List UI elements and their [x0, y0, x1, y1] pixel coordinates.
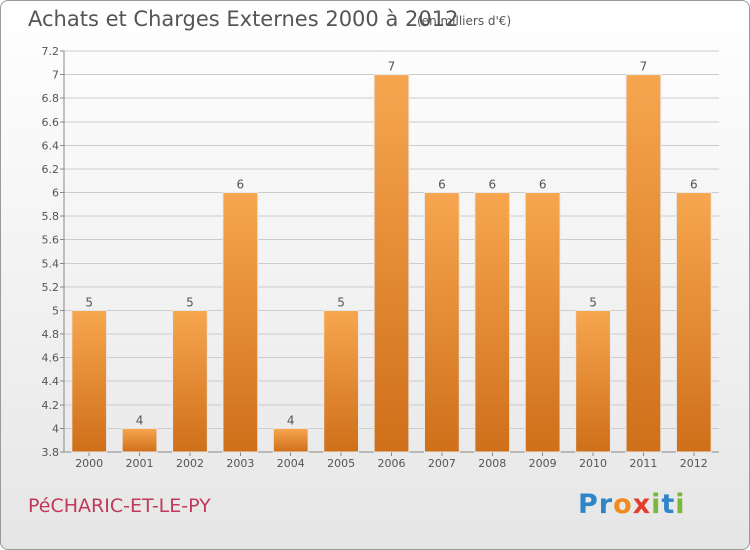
bar [474, 192, 511, 453]
bar [71, 309, 108, 453]
bar-layer [71, 74, 712, 453]
logo-letter: x [632, 489, 652, 520]
bar [675, 192, 712, 453]
x-tick-label: 2007 [428, 457, 456, 470]
y-tick-label: 6.6 [42, 116, 60, 129]
logo-letter: i [675, 489, 686, 520]
bar [424, 192, 460, 453]
bar-value-label: 5 [85, 295, 93, 309]
y-tick-label: 4 [52, 422, 59, 435]
y-tick-label: 5.4 [42, 257, 60, 270]
bar [172, 309, 208, 453]
commune-name: PéCHARIC-ET-LE-PY [28, 495, 211, 517]
bar-value-label: 6 [690, 178, 698, 192]
bar-value-label: 6 [539, 178, 547, 192]
bar-value-label: 7 [388, 60, 396, 74]
y-tick-label: 6.4 [42, 139, 60, 152]
x-tick-label: 2012 [680, 457, 708, 470]
chart-title: Achats et Charges Externes 2000 à 2012 [28, 7, 459, 31]
proxiti-logo[interactable]: Proxiti [578, 489, 686, 520]
y-tick-label: 5.6 [42, 234, 60, 247]
x-tick-label: 2011 [629, 457, 657, 470]
x-tick-label: 2010 [579, 457, 607, 470]
x-tick-label: 2009 [529, 457, 557, 470]
bar-value-label: 5 [186, 295, 194, 309]
bar-value-label: 6 [438, 178, 446, 192]
bar-value-label: 4 [287, 413, 295, 427]
logo-letter: t [661, 489, 676, 520]
bar [222, 192, 259, 453]
y-tick-label: 5.2 [42, 281, 60, 294]
bar [373, 74, 410, 453]
bar [272, 427, 309, 453]
y-tick-label: 6.2 [42, 163, 60, 176]
bar [323, 309, 359, 453]
y-tick-label: 7.2 [42, 45, 60, 58]
x-tick-label: 2000 [75, 457, 103, 470]
bar-value-label: 5 [337, 295, 345, 309]
logo-letter: P [578, 489, 599, 520]
logo-letter: i [651, 489, 662, 520]
x-tick-label: 2004 [277, 457, 305, 470]
bar-value-label: 4 [136, 413, 144, 427]
y-tick-label: 5.8 [42, 210, 60, 223]
bar-value-label: 6 [488, 178, 496, 192]
y-tick-label: 4.8 [42, 328, 60, 341]
y-tick-label: 3.8 [42, 446, 60, 459]
bar-value-label: 6 [237, 178, 245, 192]
y-tick-label: 7 [52, 69, 59, 82]
y-tick-label: 4.6 [42, 352, 60, 365]
x-tick-label: 2005 [327, 457, 355, 470]
bar [625, 74, 662, 453]
y-tick-label: 4.4 [42, 375, 60, 388]
y-tick-label: 4.2 [42, 399, 60, 412]
chart-unit: (en milliers d'€) [417, 14, 512, 28]
x-tick-label: 2002 [176, 457, 204, 470]
y-tick-label: 5 [52, 304, 59, 317]
y-tick-label: 6 [52, 187, 59, 200]
bar-value-label: 5 [589, 295, 597, 309]
x-tick-label: 2008 [478, 457, 506, 470]
x-tick-label: 2006 [378, 457, 406, 470]
label-layer: 3.8 4 4.2 4.4 4.6 4.8 5 5.2 5.4 5.6 5.8 6 6.2 6.4 6.6 6… [42, 45, 708, 470]
y-tick-label: 6.8 [42, 92, 60, 105]
logo-letter: o [613, 489, 633, 520]
logo-letter: r [598, 489, 614, 520]
bar [121, 427, 158, 453]
x-tick-label: 2003 [226, 457, 254, 470]
bar-value-label: 7 [640, 60, 648, 74]
bar [575, 309, 611, 453]
bar [524, 192, 561, 453]
x-tick-label: 2001 [126, 457, 154, 470]
